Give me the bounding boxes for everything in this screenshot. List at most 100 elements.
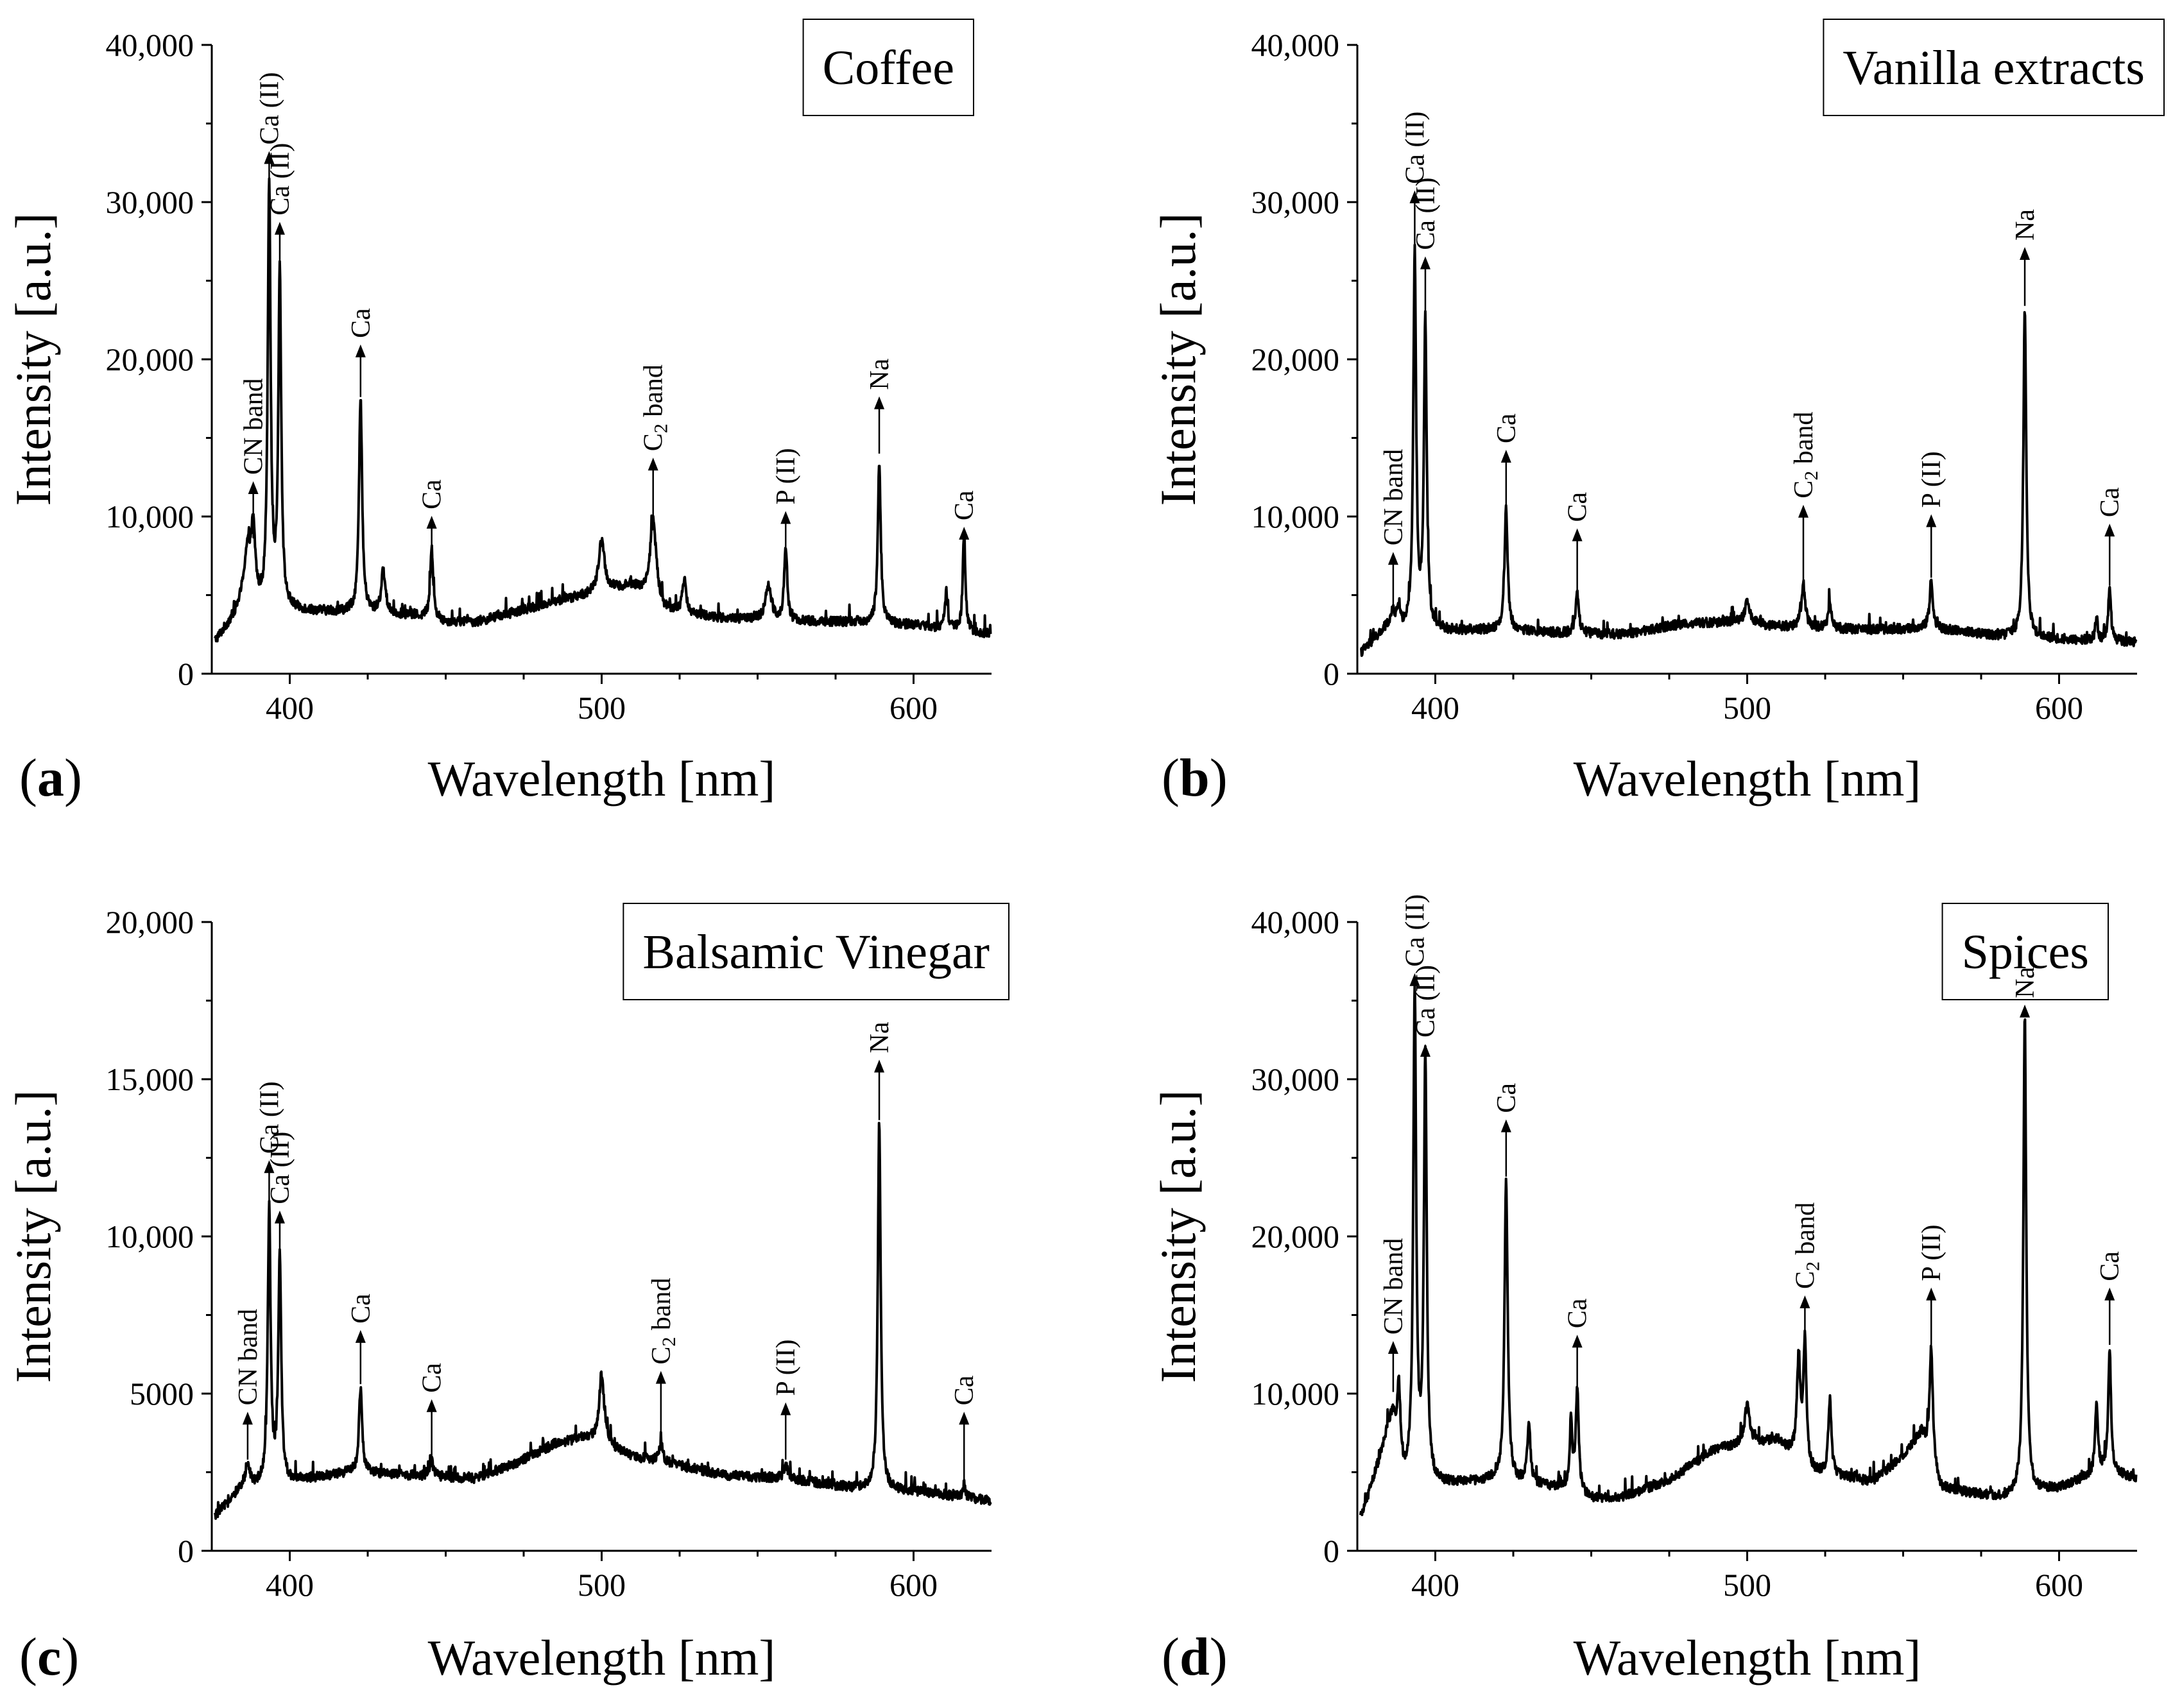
peak-label: C2 band [647,1277,680,1364]
peak-arrowhead [248,481,259,494]
sample-label: Coffee [823,41,954,95]
x-tick-label: 600 [2035,690,2083,726]
peak-label: Ca [418,479,447,509]
peak-label: Ca [950,1375,979,1405]
panel-letter: (d) [1162,1627,1228,1687]
peak-arrowhead [1500,1119,1511,1132]
y-tick-label: 10,000 [1251,499,1340,534]
x-axis-label: Wavelength [nm] [1574,1630,1921,1686]
peak-label: Na [2011,209,2040,241]
sample-label: Balsamic Vinegar [642,925,990,979]
chart-panel-4: 0 10,000 20,000 30,000 40,000 400 500 600 Wavele… [1150,894,2138,1687]
x-tick-label: 400 [1411,1567,1459,1603]
spectrum-line [213,1122,992,1520]
peak-label: CN band [1379,449,1409,546]
peak-arrowhead [655,1371,666,1384]
y-axis-label: Intensity [a.u.] [1150,212,1206,506]
y-tick-label: 30,000 [1251,1061,1340,1097]
peak-arrowhead [242,1412,253,1425]
sample-label: Vanilla extracts [1843,41,2145,95]
peak-label: Ca (II) [255,1081,284,1154]
peak-arrowhead [2020,246,2031,260]
peak-arrowhead [274,1210,285,1224]
peak-label: Ca (II) [1400,112,1430,184]
peak-label: Ca [1563,491,1593,522]
peak-label: Ca [347,1294,376,1324]
peak-arrowhead [1798,504,1808,518]
x-tick-label: 500 [578,690,626,726]
x-tick-label: 500 [1723,690,1771,726]
peak-arrowhead [426,515,437,529]
peak-arrowhead [355,1329,366,1343]
y-tick-label: 20,000 [106,904,194,940]
peak-label: Ca (II) [1411,965,1441,1038]
peak-arrowhead [1409,973,1420,986]
x-tick-label: 600 [889,1567,938,1603]
peak-label: C2 band [1791,1202,1823,1289]
y-tick-label: 5000 [130,1376,194,1412]
peak-label: P (II) [771,448,801,504]
y-tick-label: 40,000 [1251,904,1340,940]
panel-letter: (c) [19,1627,79,1687]
y-tick-label: 0 [178,1533,194,1569]
sample-label: Spices [1962,925,2089,979]
sample-label-box [1823,19,2165,116]
peak-label: Ca [1563,1298,1593,1328]
peak-arrowhead [874,1059,885,1073]
y-axis-label: Intensity [a.u.] [5,212,61,506]
panel-letter: (b) [1162,748,1228,808]
y-tick-label: 20,000 [1251,1218,1340,1254]
x-axis-label: Wavelength [nm] [428,751,776,807]
peak-label: Ca (II) [1411,178,1441,250]
peak-arrowhead [1926,514,1937,527]
chart-panel-2: 0 10,000 20,000 30,000 40,000 400 500 600 Wavele… [1150,19,2165,808]
peak-arrowhead [1500,450,1511,463]
y-tick-label: 40,000 [1251,27,1340,63]
y-tick-label: 10,000 [106,499,194,534]
peak-arrowhead [1800,1295,1810,1308]
peak-arrowhead [2020,1004,2031,1018]
peak-label: C2 band [1789,412,1822,499]
spectrum-line [1359,980,2138,1516]
peak-label: Ca (II) [266,143,295,216]
y-tick-label: 20,000 [106,341,194,377]
peak-label: Ca (II) [1400,894,1430,967]
peak-arrowhead [959,527,970,540]
peak-arrowhead [2104,1287,2115,1301]
y-tick-label: 20,000 [1251,341,1340,377]
y-axis-label: Intensity [a.u.] [1150,1089,1206,1383]
peak-label: Ca [2095,487,2125,517]
x-tick-label: 500 [1723,1567,1771,1603]
y-tick-label: 10,000 [106,1218,194,1254]
peak-label: Ca (II) [266,1132,295,1204]
peak-arrowhead [1387,552,1398,565]
peak-label: P (II) [1917,451,1946,508]
x-tick-label: 500 [578,1567,626,1603]
sample-label-box [1941,903,2109,1000]
chart-panel-3: 0 5000 10,000 15,000 20,000 400 500 600 Waveleng… [5,903,1009,1687]
spectrum-line [1359,243,2138,657]
peak-label: P (II) [1917,1225,1946,1281]
peak-arrowhead [2104,524,2115,537]
sample-label-box [802,19,974,116]
peak-label: CN band [239,379,269,475]
peak-arrowhead [1409,190,1420,203]
peak-label: Na [865,358,895,389]
y-axis-label: Intensity [a.u.] [5,1089,61,1383]
x-axis-label: Wavelength [nm] [428,1630,776,1686]
y-tick-label: 15,000 [106,1061,194,1097]
peak-arrowhead [1420,256,1430,269]
peak-arrowhead [274,221,285,235]
y-tick-label: 0 [1323,656,1339,692]
peak-label: Na [2011,966,2040,998]
peak-arrowhead [874,396,885,409]
peak-label: CN band [234,1309,263,1406]
peak-arrowhead [1572,528,1583,542]
peak-label: Ca (II) [255,72,284,144]
x-tick-label: 400 [266,690,314,726]
peak-label: Ca [950,490,979,520]
x-tick-label: 400 [1411,690,1459,726]
peak-arrowhead [264,1160,275,1174]
peak-arrowhead [648,457,658,471]
